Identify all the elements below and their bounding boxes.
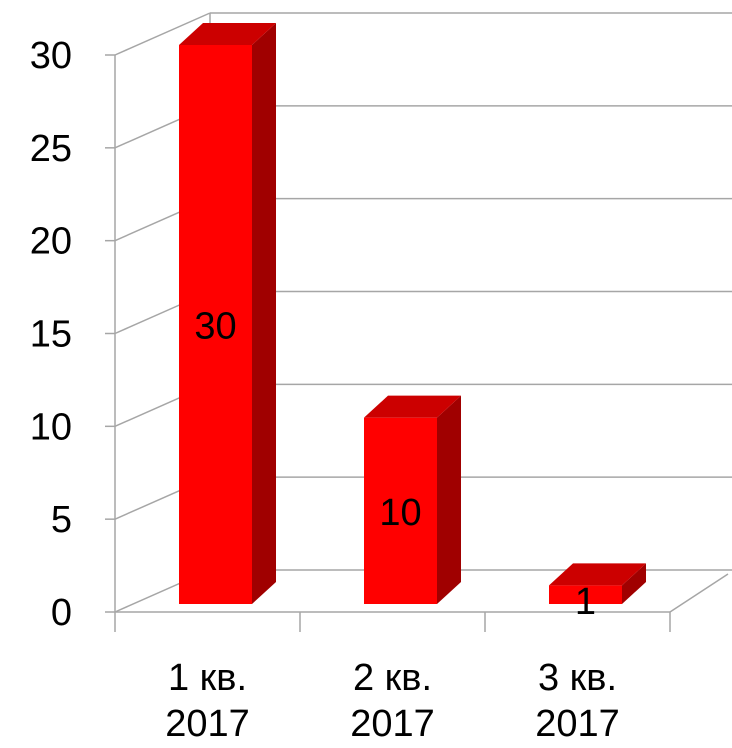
- bar-front: [549, 585, 622, 604]
- bar-side: [437, 395, 461, 604]
- y-axis-tick-labels: 0 5 10 15 20 25 30: [30, 35, 72, 634]
- y-tick-label: 5: [51, 499, 72, 541]
- x-category-label-line: 3 кв.: [538, 657, 617, 699]
- data-label: 1: [575, 581, 596, 623]
- bar-top: [549, 563, 646, 586]
- bar-top: [364, 395, 461, 418]
- gridlines: [114, 12, 732, 520]
- x-category-label: 1 кв. 2017: [165, 657, 250, 745]
- data-labels: 30 10 1: [194, 306, 596, 624]
- data-label: 30: [194, 306, 236, 348]
- bar-side: [252, 23, 276, 604]
- bar: [364, 395, 461, 604]
- y-tick-label: 20: [30, 221, 72, 263]
- bar-front: [179, 45, 252, 604]
- bar: [179, 23, 276, 604]
- y-tick-label: 15: [30, 314, 72, 356]
- data-label: 10: [379, 492, 421, 534]
- y-tick-label: 30: [30, 35, 72, 77]
- floor-right-edge: [669, 573, 729, 613]
- bars: [179, 23, 646, 604]
- bar-front: [364, 417, 437, 604]
- y-tick-label: 0: [51, 592, 72, 634]
- x-category-label-line: 2017: [535, 703, 620, 745]
- bar-side: [622, 563, 646, 604]
- x-category-label-line: 1 кв.: [168, 657, 247, 699]
- y-tick-label: 10: [30, 406, 72, 448]
- bar: [549, 563, 646, 604]
- x-category-label: 2 кв. 2017: [350, 657, 435, 745]
- x-category-label: 3 кв. 2017: [535, 657, 620, 745]
- y-tick-label: 25: [30, 128, 72, 170]
- gridline-side: [114, 12, 211, 56]
- x-category-label-line: 2017: [350, 703, 435, 745]
- bar-top: [179, 23, 276, 45]
- x-category-label-line: 2 кв.: [353, 657, 432, 699]
- x-category-label-line: 2017: [165, 703, 250, 745]
